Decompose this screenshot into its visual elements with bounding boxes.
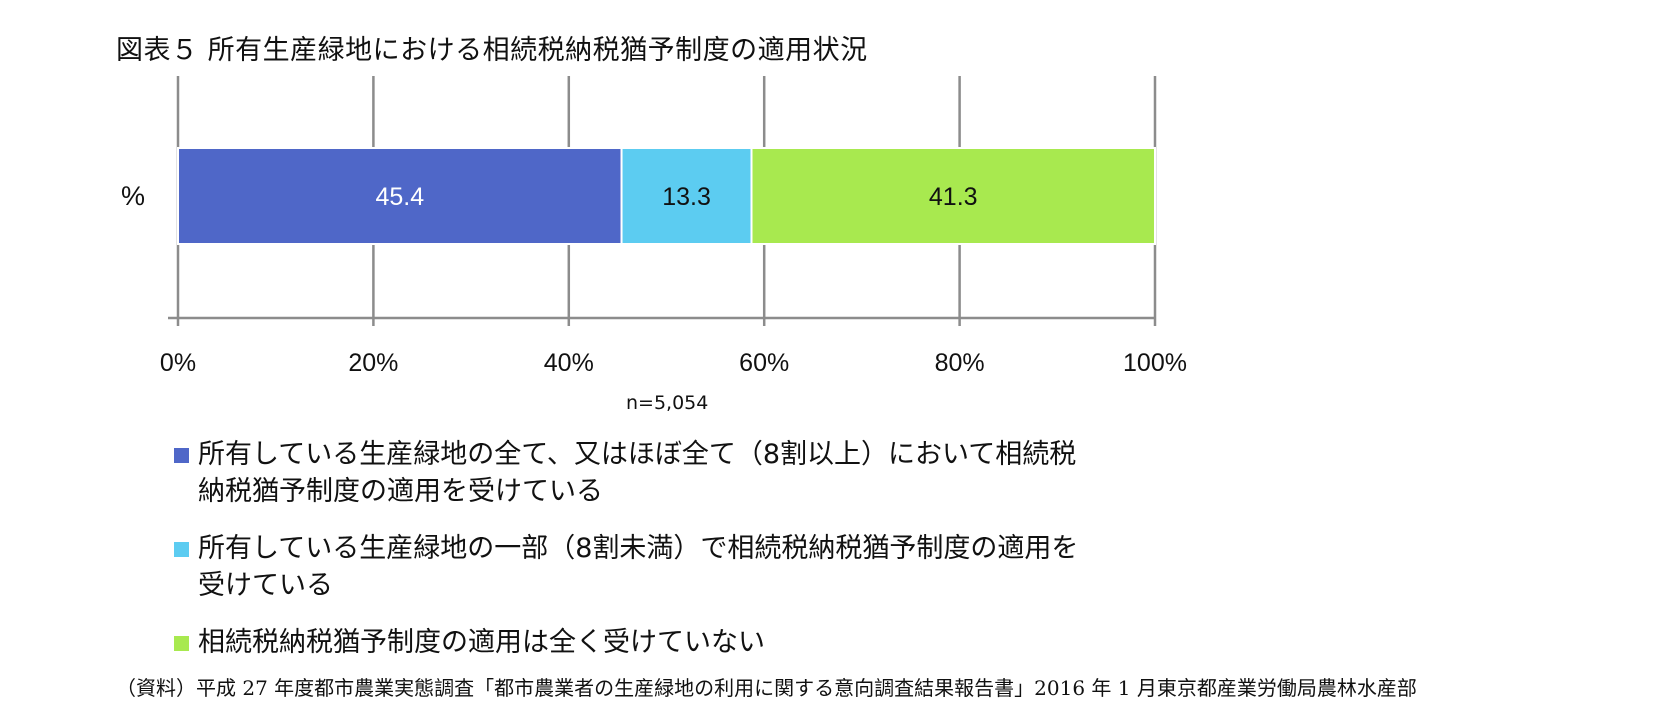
x-tick-label: 60% [739,349,789,377]
legend-label: 相続税納税猶予制度の適用は全く受けていない [198,627,765,658]
legend-item-3: 相続税納税猶予制度の適用は全く受けていない [174,624,1184,661]
legend-label: 所有している生産緑地の一部（8割未満）で相続税納税猶予制度の適用を [198,533,1079,564]
data-label-2: 13.3 [662,183,711,211]
x-tick-label: 0% [160,349,196,377]
chart-title: 図表５ 所有生産緑地における相続税納税猶予制度の適用状況 [116,35,868,66]
source-note: （資料）平成 27 年度都市農業実態調査「都市農業者の生産緑地の利用に関する意向… [116,676,1417,700]
chart-legend: 所有している生産緑地の全て、又はほぼ全て（8割以上）において相続税 納税猶予制度の… [174,436,1184,661]
bar-segment-2 [620,147,753,245]
stacked-bar-chart: 45.4 13.3 41.3% 0% 20% 40% 60% 80% 100% [121,76,1187,377]
legend-swatch [174,448,189,463]
sample-size-note: n=5,054 [626,392,709,414]
data-label-3: 41.3 [929,183,978,211]
legend-label: 納税猶予制度の適用を受けている [198,476,603,507]
bar-segment-1 [177,147,623,245]
x-tick-label: 40% [544,349,594,377]
category-label: % [121,181,145,211]
data-label-1: 45.4 [375,183,424,211]
legend-label: 受けている [198,570,333,601]
bar-segment-3 [750,147,1157,245]
x-tick-label: 20% [348,349,398,377]
legend-label: 所有している生産緑地の全て、又はほぼ全て（8割以上）において相続税 [198,439,1077,470]
legend-swatch [174,636,189,651]
legend-item-2: 所有している生産緑地の一部（8割未満）で相続税納税猶予制度の適用を 受けている [174,530,1184,604]
x-tick-label: 80% [935,349,985,377]
legend-swatch [174,542,189,557]
x-tick-label: 100% [1123,349,1187,377]
legend-item-1: 所有している生産緑地の全て、又はほぼ全て（8割以上）において相続税 納税猶予制度の… [174,436,1184,510]
